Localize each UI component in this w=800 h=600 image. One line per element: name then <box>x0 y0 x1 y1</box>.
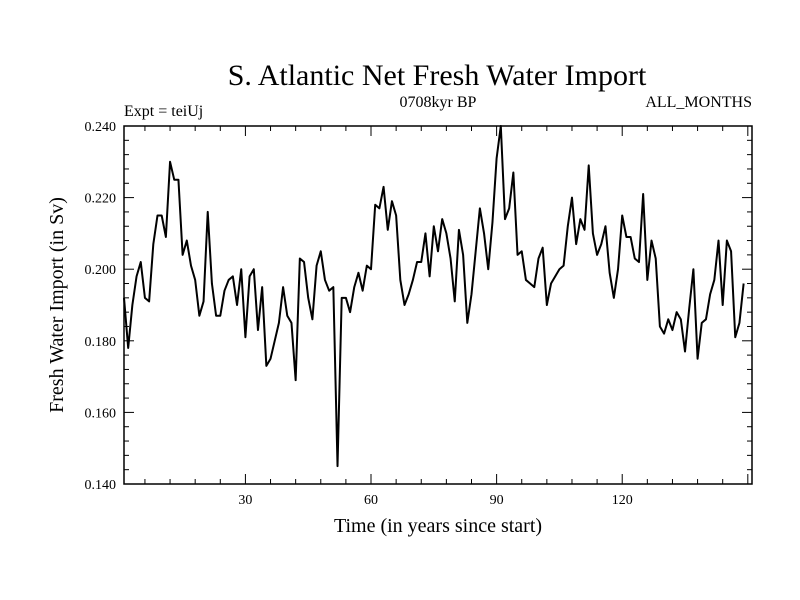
x-tick-label: 30 <box>238 493 252 508</box>
axis-ticks <box>124 125 752 485</box>
months-label: ALL_MONTHS <box>645 94 752 111</box>
y-tick-label: 0.200 <box>85 263 117 278</box>
y-tick-label: 0.240 <box>85 120 117 135</box>
y-tick-label: 0.180 <box>85 335 117 350</box>
y-axis-label: Fresh Water Import (in Sv) <box>46 197 68 413</box>
experiment-label: Expt = teiUj <box>124 103 203 120</box>
plot-frame <box>123 125 753 485</box>
series-line <box>123 125 745 468</box>
y-tick-label: 0.220 <box>85 192 117 207</box>
period-label: 0708kyr BP <box>400 94 477 111</box>
x-tick-label: 90 <box>490 493 504 508</box>
chart-title: S. Atlantic Net Fresh Water Import <box>228 59 647 92</box>
x-tick-label: 60 <box>364 493 378 508</box>
x-axis-label: Time (in years since start) <box>334 515 542 537</box>
tick-labels: 0.140 0.160 0.180 0.200 0.220 0.240 30 60 90 120 <box>85 120 633 508</box>
y-tick-label: 0.160 <box>85 406 117 421</box>
x-tick-label: 120 <box>612 493 633 508</box>
y-tick-label: 0.140 <box>85 478 117 493</box>
